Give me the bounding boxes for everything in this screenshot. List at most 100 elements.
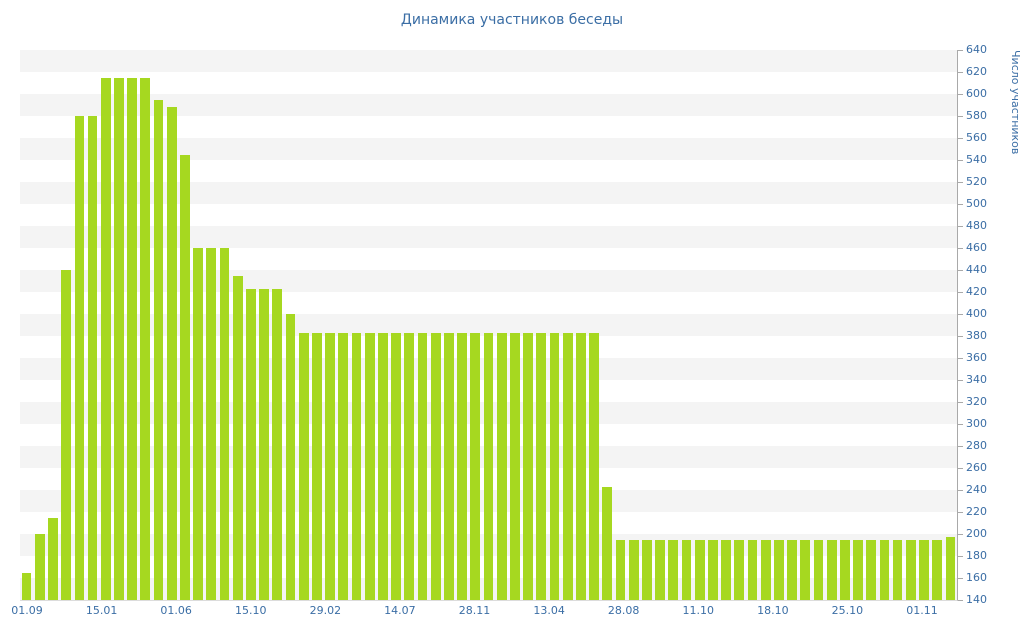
bar xyxy=(536,332,547,600)
bar xyxy=(813,539,824,600)
y-tick-mark xyxy=(958,313,963,315)
x-tick-label: 14.07 xyxy=(384,604,416,617)
y-tick-mark xyxy=(958,93,963,95)
bar xyxy=(259,288,270,600)
y-axis-tick-labels: 140 160 180 200 220 240 260 280 300 320 340 360 380 4… xyxy=(958,43,1018,606)
bar xyxy=(444,332,454,600)
bar xyxy=(470,332,481,600)
bar xyxy=(575,332,586,600)
bar xyxy=(602,486,613,600)
y-tick-mark xyxy=(958,49,963,51)
bar xyxy=(787,539,797,600)
bar xyxy=(232,275,243,600)
x-tick-label: 01.09 xyxy=(11,604,43,617)
bar xyxy=(589,332,599,600)
y-tick-mark xyxy=(958,489,963,491)
bar xyxy=(21,572,32,600)
y-tick-mark xyxy=(958,225,963,227)
bar xyxy=(364,332,375,600)
bar xyxy=(140,77,151,600)
x-tick-label: 25.10 xyxy=(831,604,864,617)
bar xyxy=(298,332,309,600)
bar xyxy=(457,332,467,600)
x-tick-label: 15.01 xyxy=(85,604,118,617)
bar xyxy=(74,116,85,600)
y-tick-label: 320 xyxy=(958,395,987,409)
y-tick-mark xyxy=(958,181,963,183)
bar xyxy=(615,539,626,600)
bar xyxy=(404,332,415,600)
x-axis-tick-labels: 01.09 15.01 01.06 15.10 29.02 14.07 28.11 13.04… xyxy=(11,604,957,620)
bar xyxy=(760,539,771,600)
y-tick-label: 160 xyxy=(958,571,987,585)
bar xyxy=(166,107,177,600)
y-tick-mark xyxy=(958,203,963,205)
bar xyxy=(417,332,428,600)
y-tick-mark xyxy=(958,577,963,579)
bar xyxy=(496,332,507,600)
y-tick-label: 480 xyxy=(958,219,987,233)
y-tick-label: 440 xyxy=(958,263,987,277)
bar xyxy=(87,116,98,600)
y-tick-mark xyxy=(958,269,963,271)
y-tick-label: 560 xyxy=(958,131,987,145)
bar xyxy=(800,539,811,600)
x-tick-label: 15.10 xyxy=(235,604,267,617)
bar xyxy=(641,539,652,600)
y-tick-mark xyxy=(958,599,963,601)
x-tick-label: 18.10 xyxy=(757,604,789,617)
bar xyxy=(193,248,204,600)
bar xyxy=(919,539,929,600)
bar xyxy=(905,539,916,600)
y-tick-label: 200 xyxy=(958,527,987,541)
x-tick-label: 28.08 xyxy=(607,604,640,617)
bar xyxy=(246,288,256,600)
y-tick-label: 220 xyxy=(958,505,987,519)
bar xyxy=(628,539,639,600)
bars-container xyxy=(20,50,957,600)
y-tick-label: 640 xyxy=(958,43,987,57)
y-tick-mark xyxy=(958,511,963,513)
y-tick-label: 500 xyxy=(958,197,987,211)
y-tick-label: 460 xyxy=(958,241,987,255)
bar xyxy=(681,539,692,600)
bar xyxy=(668,539,679,600)
x-tick-label: 13.04 xyxy=(533,604,565,617)
y-tick-label: 540 xyxy=(958,153,987,167)
bar xyxy=(945,537,956,600)
y-tick-mark xyxy=(958,379,963,381)
y-tick-mark xyxy=(958,115,963,117)
bar xyxy=(707,539,718,600)
y-tick-mark xyxy=(958,401,963,403)
y-tick-mark xyxy=(958,357,963,359)
bar xyxy=(932,539,943,600)
bar xyxy=(180,154,190,600)
bar xyxy=(325,332,336,600)
bar xyxy=(378,332,388,600)
plot-area xyxy=(20,50,958,601)
bar xyxy=(206,248,217,600)
y-tick-label: 280 xyxy=(958,439,987,453)
bar xyxy=(853,539,863,600)
x-tick-label: 28.11 xyxy=(458,604,491,617)
bar xyxy=(483,332,494,600)
bar xyxy=(866,539,877,600)
bar xyxy=(510,332,520,600)
bar xyxy=(219,248,230,600)
bar xyxy=(100,77,111,600)
y-tick-mark xyxy=(958,159,963,161)
bar xyxy=(734,539,745,600)
y-tick-mark xyxy=(958,247,963,249)
bar xyxy=(127,77,138,600)
x-tick-label: 01.06 xyxy=(160,604,192,617)
y-tick-mark xyxy=(958,291,963,293)
y-tick-label: 180 xyxy=(958,549,987,563)
y-tick-label: 600 xyxy=(958,87,987,101)
y-tick-mark xyxy=(958,335,963,337)
y-tick-label: 340 xyxy=(958,373,987,387)
bar xyxy=(61,270,72,600)
y-tick-label: 140 xyxy=(958,593,987,607)
bar xyxy=(48,517,58,600)
bar xyxy=(312,332,322,600)
y-tick-label: 240 xyxy=(958,483,987,497)
